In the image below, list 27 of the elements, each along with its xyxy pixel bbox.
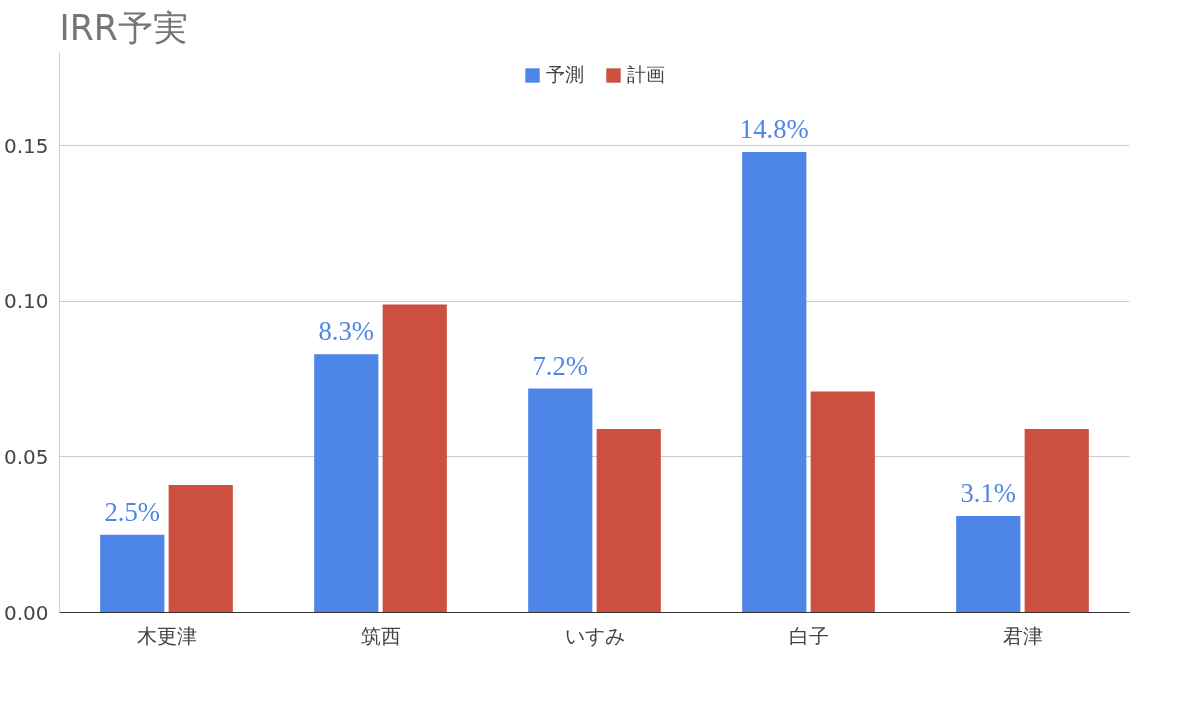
data-label: 3.1% (960, 478, 1017, 509)
x-tick-label: 白子 (788, 623, 829, 648)
chart-title: IRR予実 (59, 7, 188, 48)
x-tick-label: 筑西 (360, 623, 401, 648)
bar (810, 391, 875, 613)
text: 0.15 (3, 133, 49, 158)
bar (528, 388, 593, 613)
bar (742, 152, 807, 613)
text: 0.10 (3, 289, 49, 314)
data-label: 2.5% (104, 496, 161, 527)
data-label: 8.3% (318, 316, 375, 347)
bar (1024, 428, 1089, 613)
text: 0.05 (3, 444, 49, 469)
bar (956, 516, 1021, 613)
data-label: 14.8% (739, 114, 809, 145)
x-tick-label: いすみ (564, 623, 625, 648)
bar (314, 354, 379, 613)
x-tick-label: 木更津 (136, 623, 197, 648)
bar (100, 534, 165, 613)
legend-label: 計画 (627, 63, 665, 87)
data-label: 7.2% (532, 350, 589, 381)
text: 0.00 (3, 600, 49, 625)
legend-label: 予測 (546, 63, 584, 87)
bar (596, 428, 661, 613)
bar (382, 304, 447, 613)
bar (168, 484, 233, 613)
x-tick-label: 君津 (1002, 623, 1043, 648)
